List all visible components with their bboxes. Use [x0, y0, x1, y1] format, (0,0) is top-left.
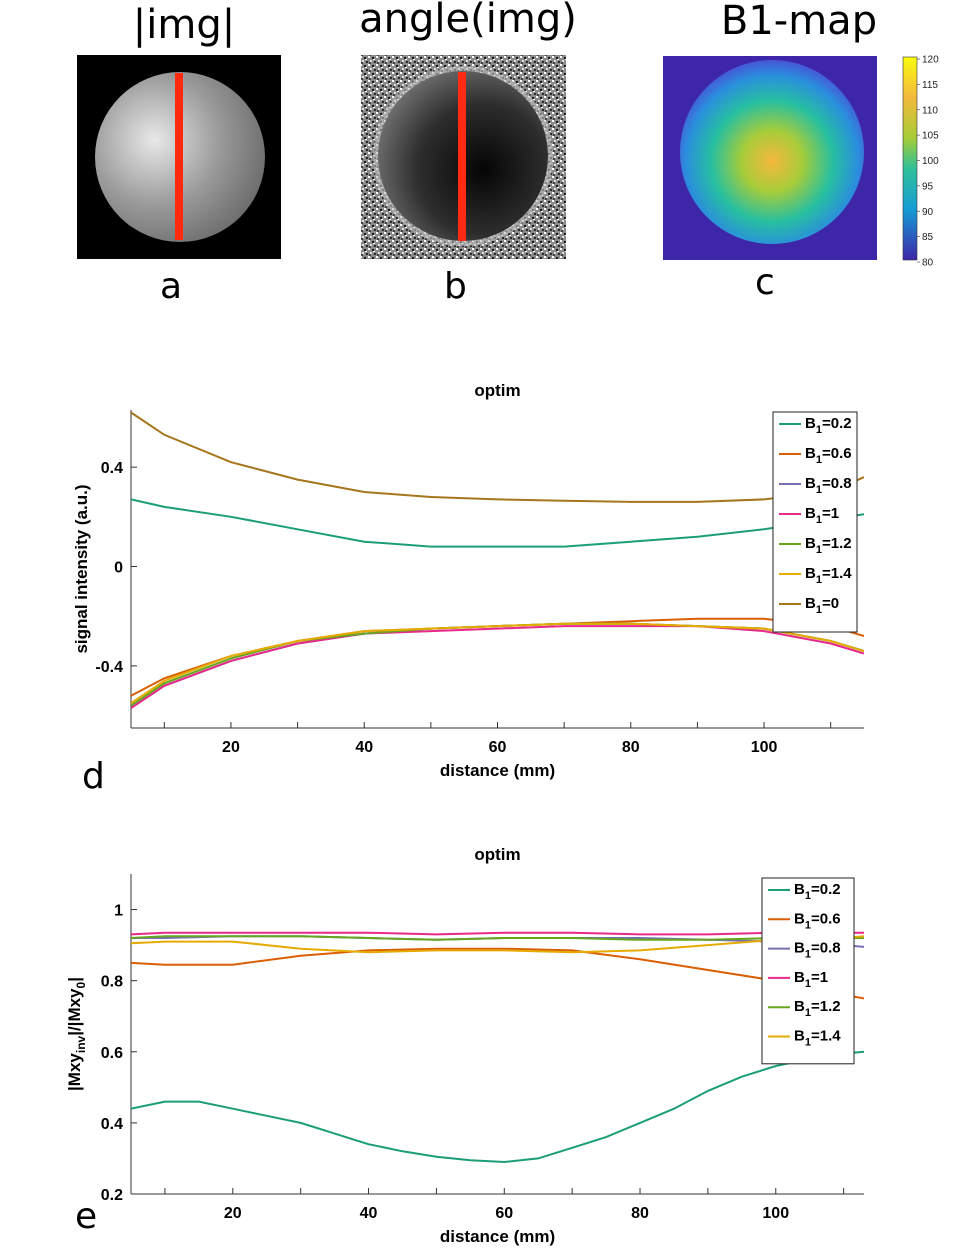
x-tick-label: 20	[224, 1205, 242, 1222]
profile-line	[458, 72, 466, 241]
colorbar-tick-label: 105	[922, 131, 939, 142]
series-line-B1-0-2	[131, 498, 864, 548]
magnitude-image	[77, 55, 281, 259]
b1-map-image	[663, 56, 918, 261]
image-panels: 120 115 110 105 100 95 90 85 80	[77, 55, 939, 269]
legend-entry: B1=0.6	[794, 910, 841, 931]
chart-d: optim 20 40 60 80 100 0.4 0 -0.4 distance (mm) sig…	[72, 381, 864, 780]
x-tick-label: 40	[355, 739, 373, 756]
series-line-B1-1	[131, 625, 864, 709]
x-tick-label: 40	[360, 1205, 378, 1222]
y-tick-label: 0.4	[101, 1116, 123, 1133]
legend-entry: B1=0.2	[794, 881, 841, 902]
panel-a-title: |img|	[132, 2, 236, 48]
x-tick-label: 20	[222, 739, 240, 756]
panel-b-title: angle(img)	[359, 0, 577, 42]
y-tick-label: 0.2	[101, 1187, 123, 1204]
panel-letter-e: e	[75, 1196, 98, 1237]
y-tick-label: -0.4	[95, 659, 123, 676]
x-axis-label: distance (mm)	[440, 761, 555, 780]
y-axis-label: signal intensity (a.u.)	[72, 484, 91, 653]
colorbar-tick-label: 120	[922, 55, 939, 66]
series-line-B1-0-6	[131, 947, 864, 1000]
series-line-B1-1-2	[131, 622, 864, 707]
x-axis-label: distance (mm)	[440, 1227, 555, 1246]
colorbar-ticks: 120 115 110 105 100 95 90 85 80	[917, 55, 939, 269]
chart-e: optim 20 40 60 80 100 1 0.8 0.6 0.4 0.2 distance (m…	[65, 845, 864, 1246]
legend-entry: B1=1.4	[805, 565, 852, 586]
panel-letter-c: c	[755, 262, 775, 303]
legend-entry: B1=1.2	[805, 535, 852, 556]
legend-entry: B1=1	[794, 969, 828, 990]
series-line-B1-0	[131, 411, 864, 503]
y-tick-label: 0.8	[101, 974, 123, 991]
x-tick-label: 80	[622, 739, 640, 756]
legend-entry: B1=1.4	[794, 1028, 841, 1049]
legend-entry: B1=1	[805, 505, 839, 526]
x-tick-label: 100	[762, 1205, 789, 1222]
y-tick-label: 1	[114, 903, 123, 920]
legend-entry: B1=0.2	[805, 415, 852, 436]
chart-title: optim	[474, 381, 520, 400]
y-axis-label: |Mxyinv|/|Mxy0|	[65, 977, 88, 1091]
phase-image	[361, 55, 566, 259]
colorbar-tick-label: 95	[922, 181, 934, 192]
panel-letter-a: a	[160, 266, 183, 307]
colorbar-tick-label: 90	[922, 207, 934, 218]
chart-title: optim	[474, 845, 520, 864]
x-tick-label: 60	[489, 739, 507, 756]
panel-c-title: B1-map	[720, 0, 878, 44]
legend-entry: B1=0.8	[805, 475, 852, 496]
legend	[761, 877, 855, 1065]
colorbar-tick-label: 100	[922, 156, 939, 167]
series-line-B1-0-2	[131, 1050, 864, 1164]
series-line-B1-1-2	[131, 935, 864, 941]
y-tick-label: 0	[114, 560, 123, 577]
colorbar-tick-label: 85	[922, 232, 934, 243]
y-tick-label: 0.4	[101, 460, 123, 477]
colorbar-tick-label: 110	[922, 105, 938, 116]
colorbar-tick-label: 80	[922, 258, 934, 269]
x-tick-label: 80	[631, 1205, 649, 1222]
legend	[772, 411, 858, 633]
colorbar	[902, 56, 918, 261]
series-line-B1-1-4	[131, 622, 864, 705]
panel-letter-b: b	[444, 266, 467, 307]
panel-letter-d: d	[82, 756, 105, 797]
series-line-B1-0-8	[131, 622, 864, 709]
series-line-B1-1	[131, 931, 864, 936]
legend-entry: B1=0.6	[805, 445, 852, 466]
x-tick-label: 60	[495, 1205, 513, 1222]
legend-entry: B1=0	[805, 595, 839, 616]
profile-line	[175, 73, 183, 240]
y-tick-label: 0.6	[101, 1045, 123, 1062]
legend-entry: B1=0.8	[794, 940, 841, 961]
legend-entry: B1=1.2	[794, 998, 841, 1019]
x-tick-label: 100	[751, 739, 778, 756]
colorbar-tick-label: 115	[922, 80, 938, 91]
